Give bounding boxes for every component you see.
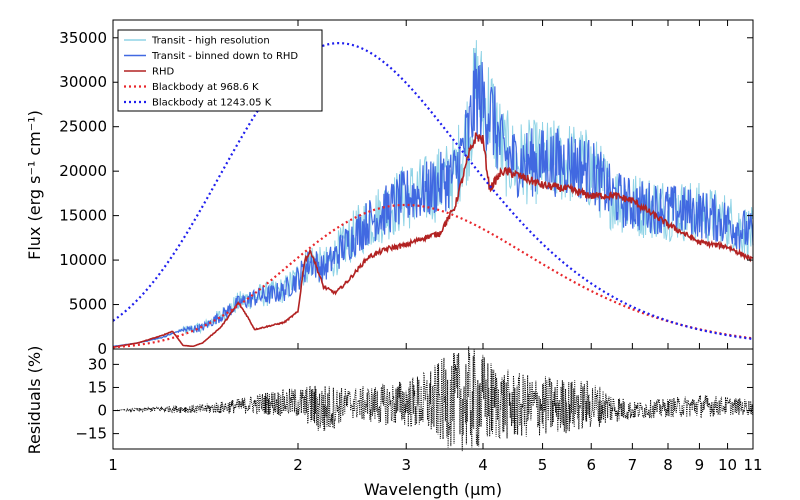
legend-entry-label: Transit - binned down to RHD: [151, 51, 298, 62]
flux-line-blackbody-1243: [112, 42, 754, 341]
x-tick-label: 2: [293, 456, 303, 474]
x-tick-label: 10: [718, 456, 737, 474]
x-tick-label: 6: [586, 456, 596, 474]
residuals-y-tick-label: 15: [88, 378, 107, 396]
residuals-y-axis-label: Residuals (%): [25, 346, 44, 455]
flux-line-rhd: [112, 132, 754, 348]
residuals-series-group: [113, 346, 754, 452]
flux-y-tick-label: 10000: [59, 251, 107, 269]
legend-entry-label: RHD: [152, 67, 174, 78]
residuals-plot-frame: [112, 348, 754, 450]
flux-line-blackbody-968: [112, 203, 754, 349]
flux-y-tick-label: 30000: [59, 73, 107, 91]
residuals-y-tick-label: 30: [88, 355, 107, 373]
flux-y-tick-label: 5000: [69, 296, 107, 314]
legend-entry-label: Transit - high resolution: [151, 36, 270, 47]
legend-entry-label: Blackbody at 1243.05 K: [152, 98, 272, 109]
legend-entry-label: Blackbody at 968.6 K: [152, 82, 259, 93]
x-tick-label: 1: [108, 456, 118, 474]
x-tick-label: 5: [538, 456, 548, 474]
residuals-line: [113, 346, 754, 452]
residuals-panel: −15 0 15 30: [75, 346, 754, 452]
x-axis-label: Wavelength (µm): [364, 480, 502, 499]
residuals-axes-ticks: −15 0 15 30: [75, 355, 754, 449]
x-tick-labels: 1 2 3 4 5 6 7 8 9 10 11: [108, 456, 762, 474]
flux-line-transit-binned: [112, 52, 754, 347]
flux-y-tick-label: 0: [97, 340, 107, 358]
x-tick-label: 4: [478, 456, 488, 474]
flux-y-tick-label: 15000: [59, 207, 107, 225]
x-tick-label: 9: [695, 456, 705, 474]
residuals-y-tick-label: −15: [75, 425, 107, 443]
flux-y-tick-label: 35000: [59, 29, 107, 47]
x-tick-label: 3: [401, 456, 411, 474]
legend-box: [117, 29, 323, 112]
flux-y-axis-label: Flux (erg s⁻¹ cm⁻¹): [25, 110, 44, 260]
residuals-y-tick-label: 0: [97, 402, 107, 420]
x-tick-label: 11: [743, 456, 762, 474]
flux-panel: 0 5000 10000 15000 20000 25000 30000 35000 Tran…: [59, 19, 754, 358]
flux-y-tick-label: 25000: [59, 118, 107, 136]
flux-axes-ticks: 0 5000 10000 15000 20000 25000 30000 35000: [59, 20, 754, 358]
legend: Transit - high resolution Transit - binne…: [117, 29, 323, 112]
x-tick-label: 7: [628, 456, 638, 474]
x-tick-label: 8: [663, 456, 673, 474]
flux-series-group: [112, 40, 754, 349]
flux-y-tick-label: 20000: [59, 162, 107, 180]
